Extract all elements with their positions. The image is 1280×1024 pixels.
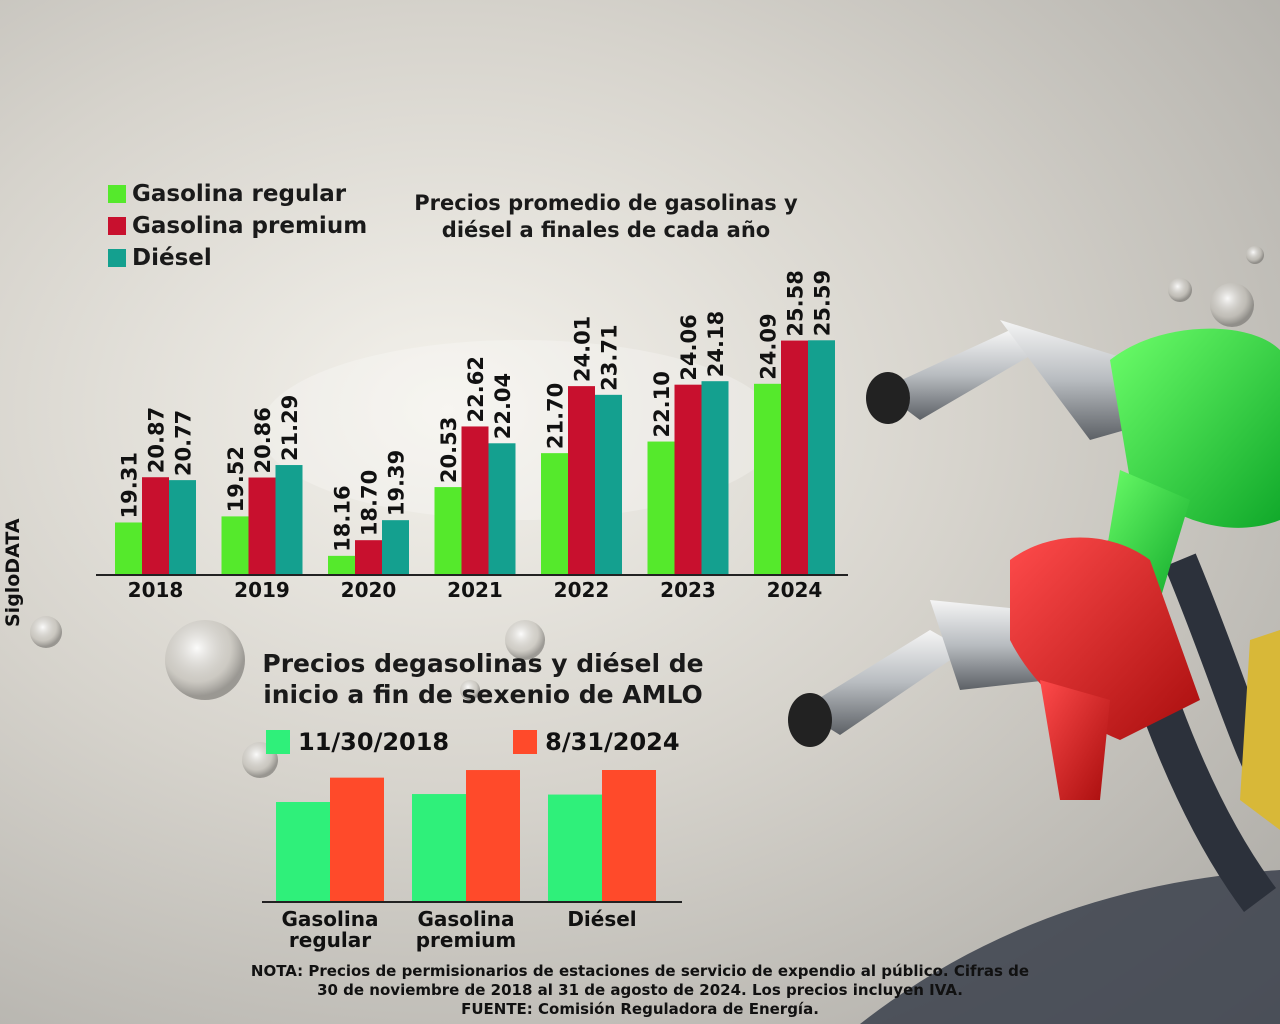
data-label-diesel-2020: 19.39 xyxy=(385,450,409,516)
data-label-regular-2022: 21.70 xyxy=(544,383,568,449)
data-label-premium-2018: 20.87 xyxy=(145,407,169,473)
x-tick-label-2024: 2024 xyxy=(767,578,823,602)
data-label-regular-2020: 18.16 xyxy=(331,485,355,551)
legend-item-diesel: Diésel xyxy=(108,242,367,274)
legend-swatch-diesel xyxy=(108,249,126,267)
legend-annual: Gasolina regular Gasolina premium Diésel xyxy=(108,178,367,274)
data-label-regular-2018: 19.31 xyxy=(118,452,142,518)
data-label-diesel-2022: 23.71 xyxy=(598,324,622,390)
footnote-line2: 30 de noviembre de 2018 al 31 de agosto … xyxy=(317,981,963,999)
legend-sexenio: 11/30/2018 8/31/2024 xyxy=(266,728,744,756)
legend-item-regular: Gasolina regular xyxy=(108,178,367,210)
bar-premium-2019 xyxy=(248,477,276,575)
bar-regular-2019 xyxy=(221,516,249,575)
legend-label-premium: Gasolina premium xyxy=(132,213,368,239)
x-tick-label-2019: 2019 xyxy=(234,578,290,602)
bar-start-diésel xyxy=(548,794,602,902)
x-tick-label-2018: 2018 xyxy=(128,578,184,602)
bar-diesel-2022 xyxy=(595,394,622,575)
legend-label-start: 11/30/2018 xyxy=(298,728,450,756)
legend-swatch-regular xyxy=(108,185,126,203)
chart-title-sexenio: Precios degasolinas y diésel de inicio a… xyxy=(248,648,718,710)
legend-item-start: 11/30/2018 xyxy=(266,728,449,756)
data-label-diesel-2019: 21.29 xyxy=(278,395,302,461)
legend-swatch-premium xyxy=(108,217,126,235)
footnote-source: FUENTE: Comisión Reguladora de Energía. xyxy=(461,1000,819,1018)
bar-regular-2022 xyxy=(541,453,568,575)
x-tick-label-gasolina-premium-line1: Gasolina xyxy=(417,907,514,931)
legend-swatch-end xyxy=(513,730,538,754)
bar-premium-2022 xyxy=(568,386,595,575)
legend-item-premium: Gasolina premium xyxy=(108,210,367,242)
data-label-premium-2020: 18.70 xyxy=(358,470,382,536)
bar-premium-2018 xyxy=(142,477,169,575)
data-label-premium-2024: 25.58 xyxy=(784,270,808,336)
x-tick-label-gasolina-regular-line1: Gasolina xyxy=(281,907,378,931)
bar-regular-2024 xyxy=(754,383,781,575)
data-label-regular-2021: 20.53 xyxy=(437,417,461,483)
bar-regular-2020 xyxy=(328,555,355,575)
data-label-regular-2024: 24.09 xyxy=(757,313,781,379)
bar-regular-2018 xyxy=(115,522,142,575)
chart-title-annual-line2: diésel a finales de cada año xyxy=(441,218,771,242)
footnote-line1: NOTA: Precios de permisionarios de estac… xyxy=(250,962,1030,980)
data-label-diesel-2021: 22.04 xyxy=(491,373,515,439)
data-label-diesel-2024: 25.59 xyxy=(811,270,835,336)
x-tick-label-2021: 2021 xyxy=(447,578,503,602)
x-tick-label-2022: 2022 xyxy=(554,578,610,602)
fuel-nozzle-illustration xyxy=(788,320,1280,1024)
legend-swatch-start xyxy=(266,730,290,754)
bar-end-diésel xyxy=(602,770,656,902)
bar-start-gasolina-regular xyxy=(276,802,330,902)
chart-title-sexenio-line2: inicio a fin de sexenio de AMLO xyxy=(263,680,703,709)
data-label-premium-2022: 24.01 xyxy=(571,316,595,382)
bar-premium-2024 xyxy=(781,340,808,575)
x-tick-label-diésel-line1: Diésel xyxy=(567,907,636,931)
data-label-premium-2023: 24.06 xyxy=(677,314,701,380)
bar-diesel-2020 xyxy=(382,520,409,575)
x-tick-label-2020: 2020 xyxy=(341,578,397,602)
bar-diesel-2024 xyxy=(808,340,835,575)
bar-end-gasolina-premium xyxy=(466,770,520,902)
bar-premium-2020 xyxy=(355,540,382,575)
bar-regular-2023 xyxy=(647,441,675,575)
data-label-premium-2019: 20.86 xyxy=(251,407,275,473)
chart-title-sexenio-line1: Precios degasolinas y diésel de xyxy=(262,649,704,678)
bar-diesel-2021 xyxy=(488,443,516,575)
x-tick-label-gasolina-regular-line2: regular xyxy=(289,928,371,952)
legend-label-end: 8/31/2024 xyxy=(545,728,680,756)
data-label-diesel-2023: 24.18 xyxy=(704,311,728,377)
data-label-diesel-2018: 20.77 xyxy=(172,410,196,476)
chart-title-annual-line1: Precios promedio de gasolinas y xyxy=(414,191,798,215)
data-label-regular-2019: 19.52 xyxy=(224,446,248,512)
bar-diesel-2023 xyxy=(701,381,729,575)
bar-premium-2023 xyxy=(674,384,702,575)
chart-title-annual: Precios promedio de gasolinas y diésel a… xyxy=(384,190,828,244)
bar-end-gasolina-regular xyxy=(330,777,384,902)
bar-premium-2021 xyxy=(461,426,489,575)
data-label-premium-2021: 22.62 xyxy=(464,356,488,422)
footnote: NOTA: Precios de permisionarios de estac… xyxy=(210,962,1070,1019)
bar-regular-2021 xyxy=(434,487,462,575)
legend-label-diesel: Diésel xyxy=(132,245,212,271)
x-tick-label-2023: 2023 xyxy=(660,578,716,602)
bar-diesel-2018 xyxy=(169,480,196,575)
data-label-regular-2023: 22.10 xyxy=(650,371,674,437)
bar-start-gasolina-premium xyxy=(412,794,466,902)
legend-item-end: 8/31/2024 xyxy=(513,728,680,756)
bar-diesel-2019 xyxy=(275,465,303,575)
x-tick-label-gasolina-premium-line2: premium xyxy=(416,928,517,952)
legend-label-regular: Gasolina regular xyxy=(132,181,347,207)
